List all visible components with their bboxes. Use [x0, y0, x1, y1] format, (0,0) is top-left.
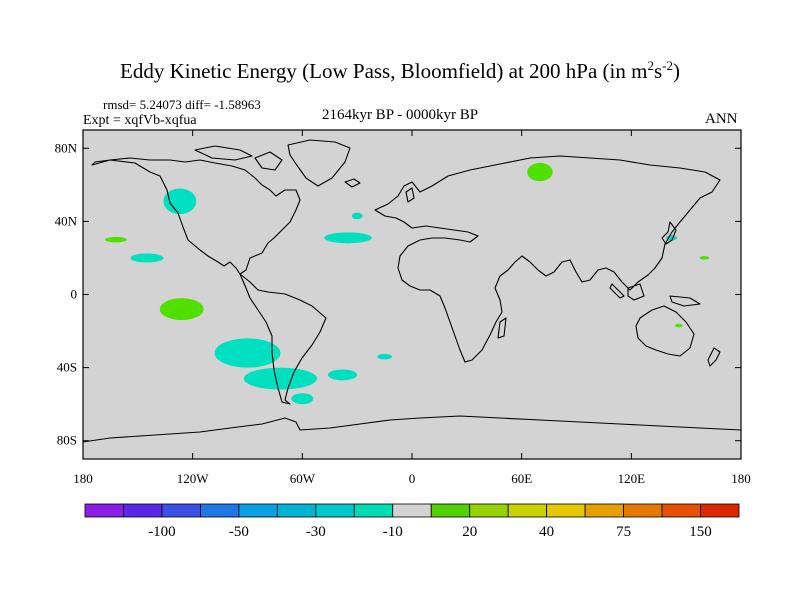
anomaly-west-pacific-positive: [699, 256, 710, 260]
anomaly-south-atlantic-small-negative: [377, 353, 392, 360]
anomaly-east-pacific-positive: [104, 236, 127, 243]
coastline-sumatra: [609, 283, 625, 299]
coastline-arctic-islands: [194, 145, 253, 161]
season-label: ANN: [705, 111, 738, 127]
anomaly-north-pacific-negative: [163, 188, 197, 215]
colorbar-swatch: [315, 503, 355, 518]
colorbar-label: 150: [689, 524, 712, 540]
anomaly-layer: [104, 162, 710, 405]
colorbar-swatch: [123, 503, 163, 518]
colorbar-swatch: [430, 503, 471, 518]
anomaly-drake-negative: [291, 393, 314, 405]
lon-tick-label: 0: [409, 471, 416, 486]
coastline-greenland: [287, 139, 351, 187]
colorbar-label: -30: [306, 524, 326, 540]
colorbar-swatch: [507, 503, 548, 518]
stats-text: rmsd= 5.24073 diff= -1.58963: [103, 97, 261, 112]
colorbar-swatch: [276, 503, 317, 518]
anomaly-siberia-positive: [527, 162, 553, 182]
period-label: 2164kyr BP - 0000kyr BP: [321, 107, 479, 123]
colorbar-swatch: [546, 503, 586, 518]
colorbar-label: -100: [148, 524, 176, 540]
anomaly-tropical-pacific-positive: [159, 298, 204, 321]
map-background: [83, 130, 741, 459]
longitude-axis: 180 120W 60W 0 60E 120E 180: [73, 130, 751, 486]
coastline-north-america: [91, 157, 301, 275]
anomaly-south-atlantic-negative: [327, 369, 358, 381]
lon-tick-label: 180: [731, 471, 751, 486]
anomaly-atlantic-small-negative: [351, 212, 363, 220]
anomaly-australia-positive: [675, 323, 683, 328]
coastline-madagascar: [497, 317, 507, 339]
colorbar-swatch: [353, 503, 394, 518]
lat-tick-label: 80S: [57, 433, 77, 448]
colorbar-swatch: [469, 503, 509, 518]
coastline-iceland: [344, 178, 361, 188]
colorbar-swatch: [84, 503, 124, 518]
coastline-new-guinea: [669, 295, 701, 307]
lon-tick-label: 120W: [177, 471, 210, 486]
coastline-antarctica: [83, 415, 741, 443]
experiment-label: Expt = xqfVb-xqfua: [83, 113, 197, 128]
colorbar-label: -10: [383, 524, 403, 540]
colorbar-swatch: [623, 503, 663, 518]
figure-title: Eddy Kinetic Energy (Low Pass, Bloomfiel…: [120, 58, 680, 83]
colorbar-swatch: [700, 503, 740, 518]
coastline-australia: [635, 305, 695, 357]
lon-tick-label: 60W: [290, 471, 316, 486]
coastline-new-zealand: [707, 347, 721, 367]
colorbar-swatch: [392, 503, 432, 518]
colorbar-label: 40: [539, 524, 554, 540]
lon-tick-label: 60E: [511, 471, 532, 486]
coastline-britain: [405, 187, 415, 203]
coastlines: [83, 139, 741, 443]
latitude-axis: 80N 40N 0 40S 80S: [55, 140, 741, 448]
colorbar-swatch: [584, 503, 624, 518]
colorbar-swatch: [161, 503, 201, 518]
coastline-eurasia-africa: [374, 155, 721, 363]
coastline-south-america: [239, 273, 327, 405]
colorbar-swatch: [238, 503, 278, 518]
colorbar-label: 75: [616, 524, 631, 540]
anomaly-south-america-negative: [243, 367, 317, 390]
colorbar: -100 -50 -30 -10 20 40 75 150: [84, 503, 740, 540]
anomaly-subtropical-pacific-negative: [130, 253, 164, 263]
lon-tick-label: 120E: [618, 471, 646, 486]
lat-tick-label: 40N: [55, 213, 78, 228]
lat-tick-label: 80N: [55, 140, 78, 155]
anomaly-south-pacific-negative: [214, 338, 281, 368]
lon-tick-label: 180: [73, 471, 93, 486]
anomaly-north-atlantic-negative: [324, 232, 372, 244]
coastline-japan: [661, 221, 677, 245]
colorbar-swatch: [661, 503, 701, 518]
coastline-borneo: [627, 283, 645, 301]
coastline-baffin: [254, 151, 283, 171]
lat-tick-label: 40S: [57, 360, 77, 375]
colorbar-label: 20: [462, 524, 477, 540]
colorbar-swatch: [200, 503, 240, 518]
lat-tick-label: 0: [71, 287, 78, 302]
colorbar-label: -50: [229, 524, 249, 540]
